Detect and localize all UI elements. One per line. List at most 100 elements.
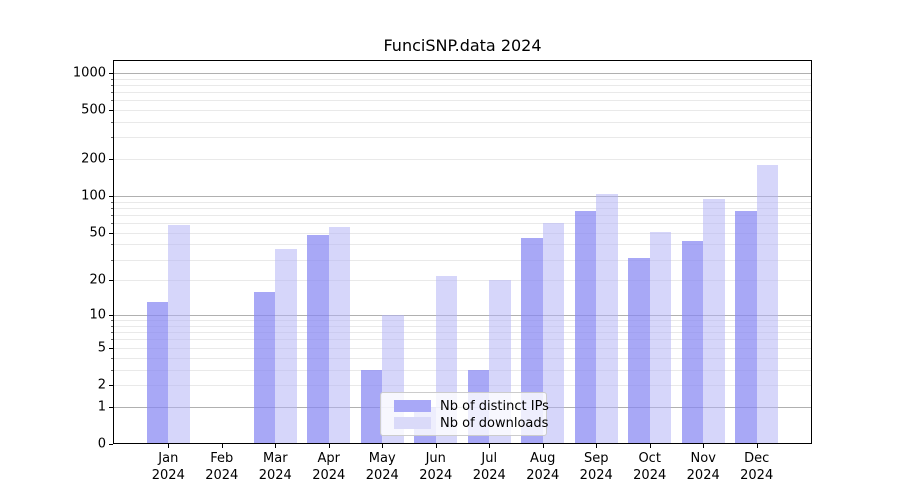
gridline-minor xyxy=(113,121,812,123)
y-tick-label: 50 xyxy=(89,225,106,241)
gridline-minor xyxy=(113,325,812,327)
y-minor-tick-mark xyxy=(111,137,113,139)
bar-distinct-ips xyxy=(253,291,276,444)
plot-area xyxy=(113,60,812,444)
chart-title: FunciSNP.data 2024 xyxy=(383,36,542,55)
gridline-major xyxy=(113,315,812,317)
y-minor-tick-mark xyxy=(111,232,113,234)
y-minor-tick-mark xyxy=(111,214,113,216)
y-minor-tick-mark xyxy=(111,121,113,123)
y-minor-tick-mark xyxy=(111,369,113,371)
bar-distinct-ips xyxy=(360,369,383,444)
x-tick-label: Sep 2024 xyxy=(579,451,613,483)
gridline-minor xyxy=(113,207,812,209)
x-tick-label: Dec 2024 xyxy=(740,451,774,483)
bar-distinct-ips xyxy=(307,234,329,444)
gridline-minor xyxy=(113,357,812,359)
x-tick-mark xyxy=(221,444,223,448)
y-minor-tick-mark xyxy=(111,244,113,246)
gridline-minor xyxy=(113,78,812,80)
y-minor-tick-mark xyxy=(111,78,113,80)
bar-distinct-ips xyxy=(146,302,169,444)
legend-label-distinct-ips: Nb of distinct IPs xyxy=(440,398,549,414)
gridline-minor xyxy=(113,369,812,371)
y-tick-label: 1 xyxy=(97,399,106,415)
bar-downloads xyxy=(328,226,351,444)
y-tick-label: 20 xyxy=(89,272,106,288)
x-tick-mark xyxy=(542,444,544,448)
bar-downloads xyxy=(542,223,565,444)
bar-downloads xyxy=(168,224,190,444)
gridline-minor xyxy=(113,339,812,341)
y-minor-tick-mark xyxy=(111,332,113,334)
x-tick-label: Aug 2024 xyxy=(526,451,560,483)
gridline-minor xyxy=(113,232,812,234)
distinct-ips-swatch-icon xyxy=(394,400,431,412)
y-tick-mark xyxy=(109,406,113,408)
y-tick-label: 5 xyxy=(97,340,106,356)
y-minor-tick-mark xyxy=(111,201,113,203)
x-tick-label: Nov 2024 xyxy=(686,451,720,483)
y-tick-label: 2 xyxy=(97,377,106,393)
y-minor-tick-mark xyxy=(111,259,113,261)
x-tick-label: Oct 2024 xyxy=(633,451,667,483)
gridline-minor xyxy=(113,110,812,112)
x-tick-mark xyxy=(703,444,705,448)
y-minor-tick-mark xyxy=(111,384,113,386)
y-tick-label: 500 xyxy=(81,102,106,118)
bar-distinct-ips xyxy=(735,210,757,444)
bar-distinct-ips xyxy=(628,257,650,444)
y-tick-label: 200 xyxy=(81,151,106,167)
y-tick-label: 0 xyxy=(97,436,106,452)
y-minor-tick-mark xyxy=(111,325,113,327)
x-tick-mark xyxy=(756,444,758,448)
y-minor-tick-mark xyxy=(111,207,113,209)
gridline-minor xyxy=(113,244,812,246)
bar-downloads xyxy=(596,194,618,444)
x-tick-mark xyxy=(649,444,651,448)
gridline-minor xyxy=(113,137,812,139)
y-minor-tick-mark xyxy=(111,357,113,359)
x-tick-mark xyxy=(596,444,598,448)
x-tick-label: Jan 2024 xyxy=(151,451,185,483)
y-minor-tick-mark xyxy=(111,110,113,112)
bar-downloads xyxy=(275,248,297,444)
y-minor-tick-mark xyxy=(111,91,113,93)
legend: Nb of distinct IPs Nb of downloads xyxy=(380,392,549,436)
gridline-minor xyxy=(113,384,812,386)
y-minor-tick-mark xyxy=(111,100,113,102)
gridline-minor xyxy=(113,100,812,102)
bar-distinct-ips xyxy=(574,211,597,444)
x-tick-label: Jun 2024 xyxy=(419,451,453,483)
y-minor-tick-mark xyxy=(111,280,113,282)
y-tick-mark xyxy=(109,444,113,445)
x-tick-mark xyxy=(168,444,170,448)
y-tick-mark xyxy=(109,72,113,74)
downloads-swatch-icon xyxy=(394,417,431,429)
bar-downloads xyxy=(703,199,725,444)
y-minor-tick-mark xyxy=(111,339,113,341)
x-tick-mark xyxy=(489,444,491,448)
gridline-minor xyxy=(113,201,812,203)
gridline-minor xyxy=(113,320,812,322)
gridline-major xyxy=(113,196,812,198)
gridline-minor xyxy=(113,91,812,93)
y-tick-label: 10 xyxy=(89,307,106,323)
bar-distinct-ips xyxy=(681,240,704,444)
x-tick-mark xyxy=(435,444,437,448)
gridline-minor xyxy=(113,259,812,261)
bar-downloads xyxy=(756,165,779,444)
legend-label-downloads: Nb of downloads xyxy=(440,415,549,431)
x-tick-label: Apr 2024 xyxy=(312,451,346,483)
gridline-minor xyxy=(113,84,812,86)
y-tick-mark xyxy=(109,196,113,198)
y-tick-mark xyxy=(109,315,113,317)
x-tick-label: Jul 2024 xyxy=(472,451,506,483)
gridline-minor xyxy=(113,223,812,225)
legend-item-distinct-ips: Nb of distinct IPs xyxy=(394,398,549,414)
y-tick-label: 1000 xyxy=(72,65,106,81)
x-tick-mark xyxy=(382,444,384,448)
x-tick-label: Mar 2024 xyxy=(258,451,292,483)
gridline-minor xyxy=(113,332,812,334)
y-minor-tick-mark xyxy=(111,223,113,225)
